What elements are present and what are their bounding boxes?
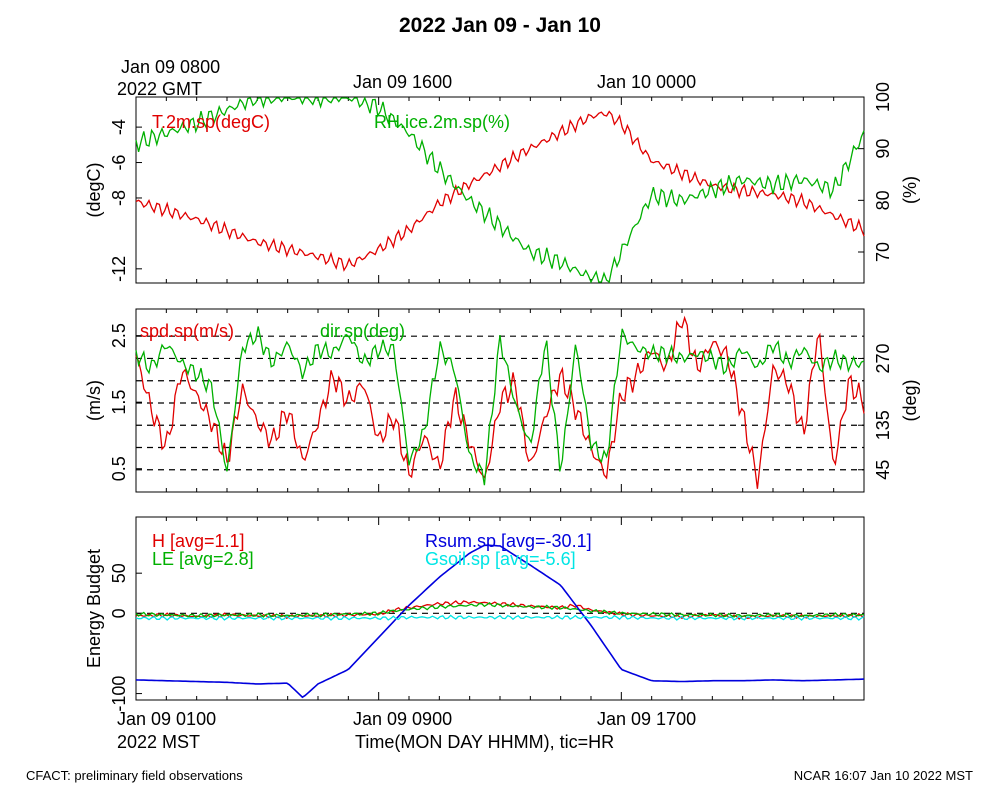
y-tick-label-left: -8 — [109, 190, 129, 206]
legend-temperature: T.2m.sp(degC) — [152, 112, 271, 132]
legend-gsoil: Gsoil.sp [avg=-5.6] — [425, 549, 576, 569]
y-tick-label-right: 100 — [873, 82, 893, 112]
series-line-spd-sp-m-s- — [135, 315, 865, 489]
y-tick-label-right: 45 — [873, 460, 893, 480]
bottom-axis-start-line2: 2022 MST — [117, 732, 201, 752]
top-axis-start-line1: Jan 09 0800 — [121, 57, 221, 77]
y-axis-label-left: (m/s) — [84, 380, 104, 421]
legend-wind-direction: dir.sp(deg) — [320, 321, 406, 341]
footer-right: NCAR 16:07 Jan 10 2022 MST — [793, 768, 973, 783]
y-tick-label-left: 1.5 — [109, 390, 129, 415]
y-tick-label-left: -12 — [109, 256, 129, 282]
top-axis-tick-label: Jan 10 0000 — [597, 72, 697, 92]
top-axis-start-line2: 2022 GMT — [117, 79, 203, 99]
plot-layer: -12 -8 -6 -4 (degC) 70 80 90 100 (%) 0.5 1.5 2.5 (m/s… — [84, 82, 920, 712]
chart-title: 2022 Jan 09 - Jan 10 — [399, 14, 601, 37]
y-tick-label-left: 0.5 — [109, 456, 129, 481]
x-axis-label: Time(MON DAY HHMM), tic=HR — [355, 732, 615, 752]
y-axis-label-left: (degC) — [84, 162, 104, 217]
y-axis-label-right: (%) — [900, 176, 920, 204]
y-tick-label-right: 70 — [873, 242, 893, 262]
series-line-gsoil-sp — [135, 614, 865, 621]
bottom-axis-start-line1: Jan 09 0100 — [117, 709, 217, 729]
bottom-axis-tick-label: Jan 09 1700 — [597, 709, 697, 729]
legend-le: LE [avg=2.8] — [152, 549, 254, 569]
legend-rsum: Rsum.sp [avg=-30.1] — [425, 531, 592, 551]
series-line-rh-ice-2m-sp- — [135, 96, 865, 284]
y-tick-label-left: 2.5 — [109, 323, 129, 348]
series-line-le — [135, 602, 865, 619]
y-tick-label-right: 270 — [873, 343, 893, 373]
legend-wind-speed: spd.sp(m/s) — [140, 321, 235, 341]
y-tick-label-left: 0 — [109, 608, 129, 618]
y-tick-label-right: 90 — [873, 139, 893, 159]
y-axis-label-right: (deg) — [900, 379, 920, 421]
series-line-dir-sp-deg- — [135, 326, 865, 486]
series-line-t-2m-sp-degc- — [135, 110, 865, 272]
y-tick-label-left: -4 — [109, 119, 129, 135]
y-tick-label-left: 50 — [109, 563, 129, 583]
top-axis-tick-label: Jan 09 1600 — [353, 72, 453, 92]
footer-left: CFACT: preliminary field observations — [26, 768, 243, 783]
y-tick-label-left: -6 — [109, 155, 129, 171]
y-tick-label-right: 135 — [873, 410, 893, 440]
series-line-rsum-sp — [135, 544, 865, 699]
y-tick-label-left: -100 — [109, 676, 129, 712]
bottom-axis-tick-label: Jan 09 0900 — [353, 709, 453, 729]
y-tick-label-right: 80 — [873, 190, 893, 210]
legend-humidity: RH.ice.2m.sp(%) — [374, 112, 511, 132]
y-axis-label-left: Energy Budget — [84, 549, 104, 668]
legend-h: H [avg=1.1] — [152, 531, 245, 551]
